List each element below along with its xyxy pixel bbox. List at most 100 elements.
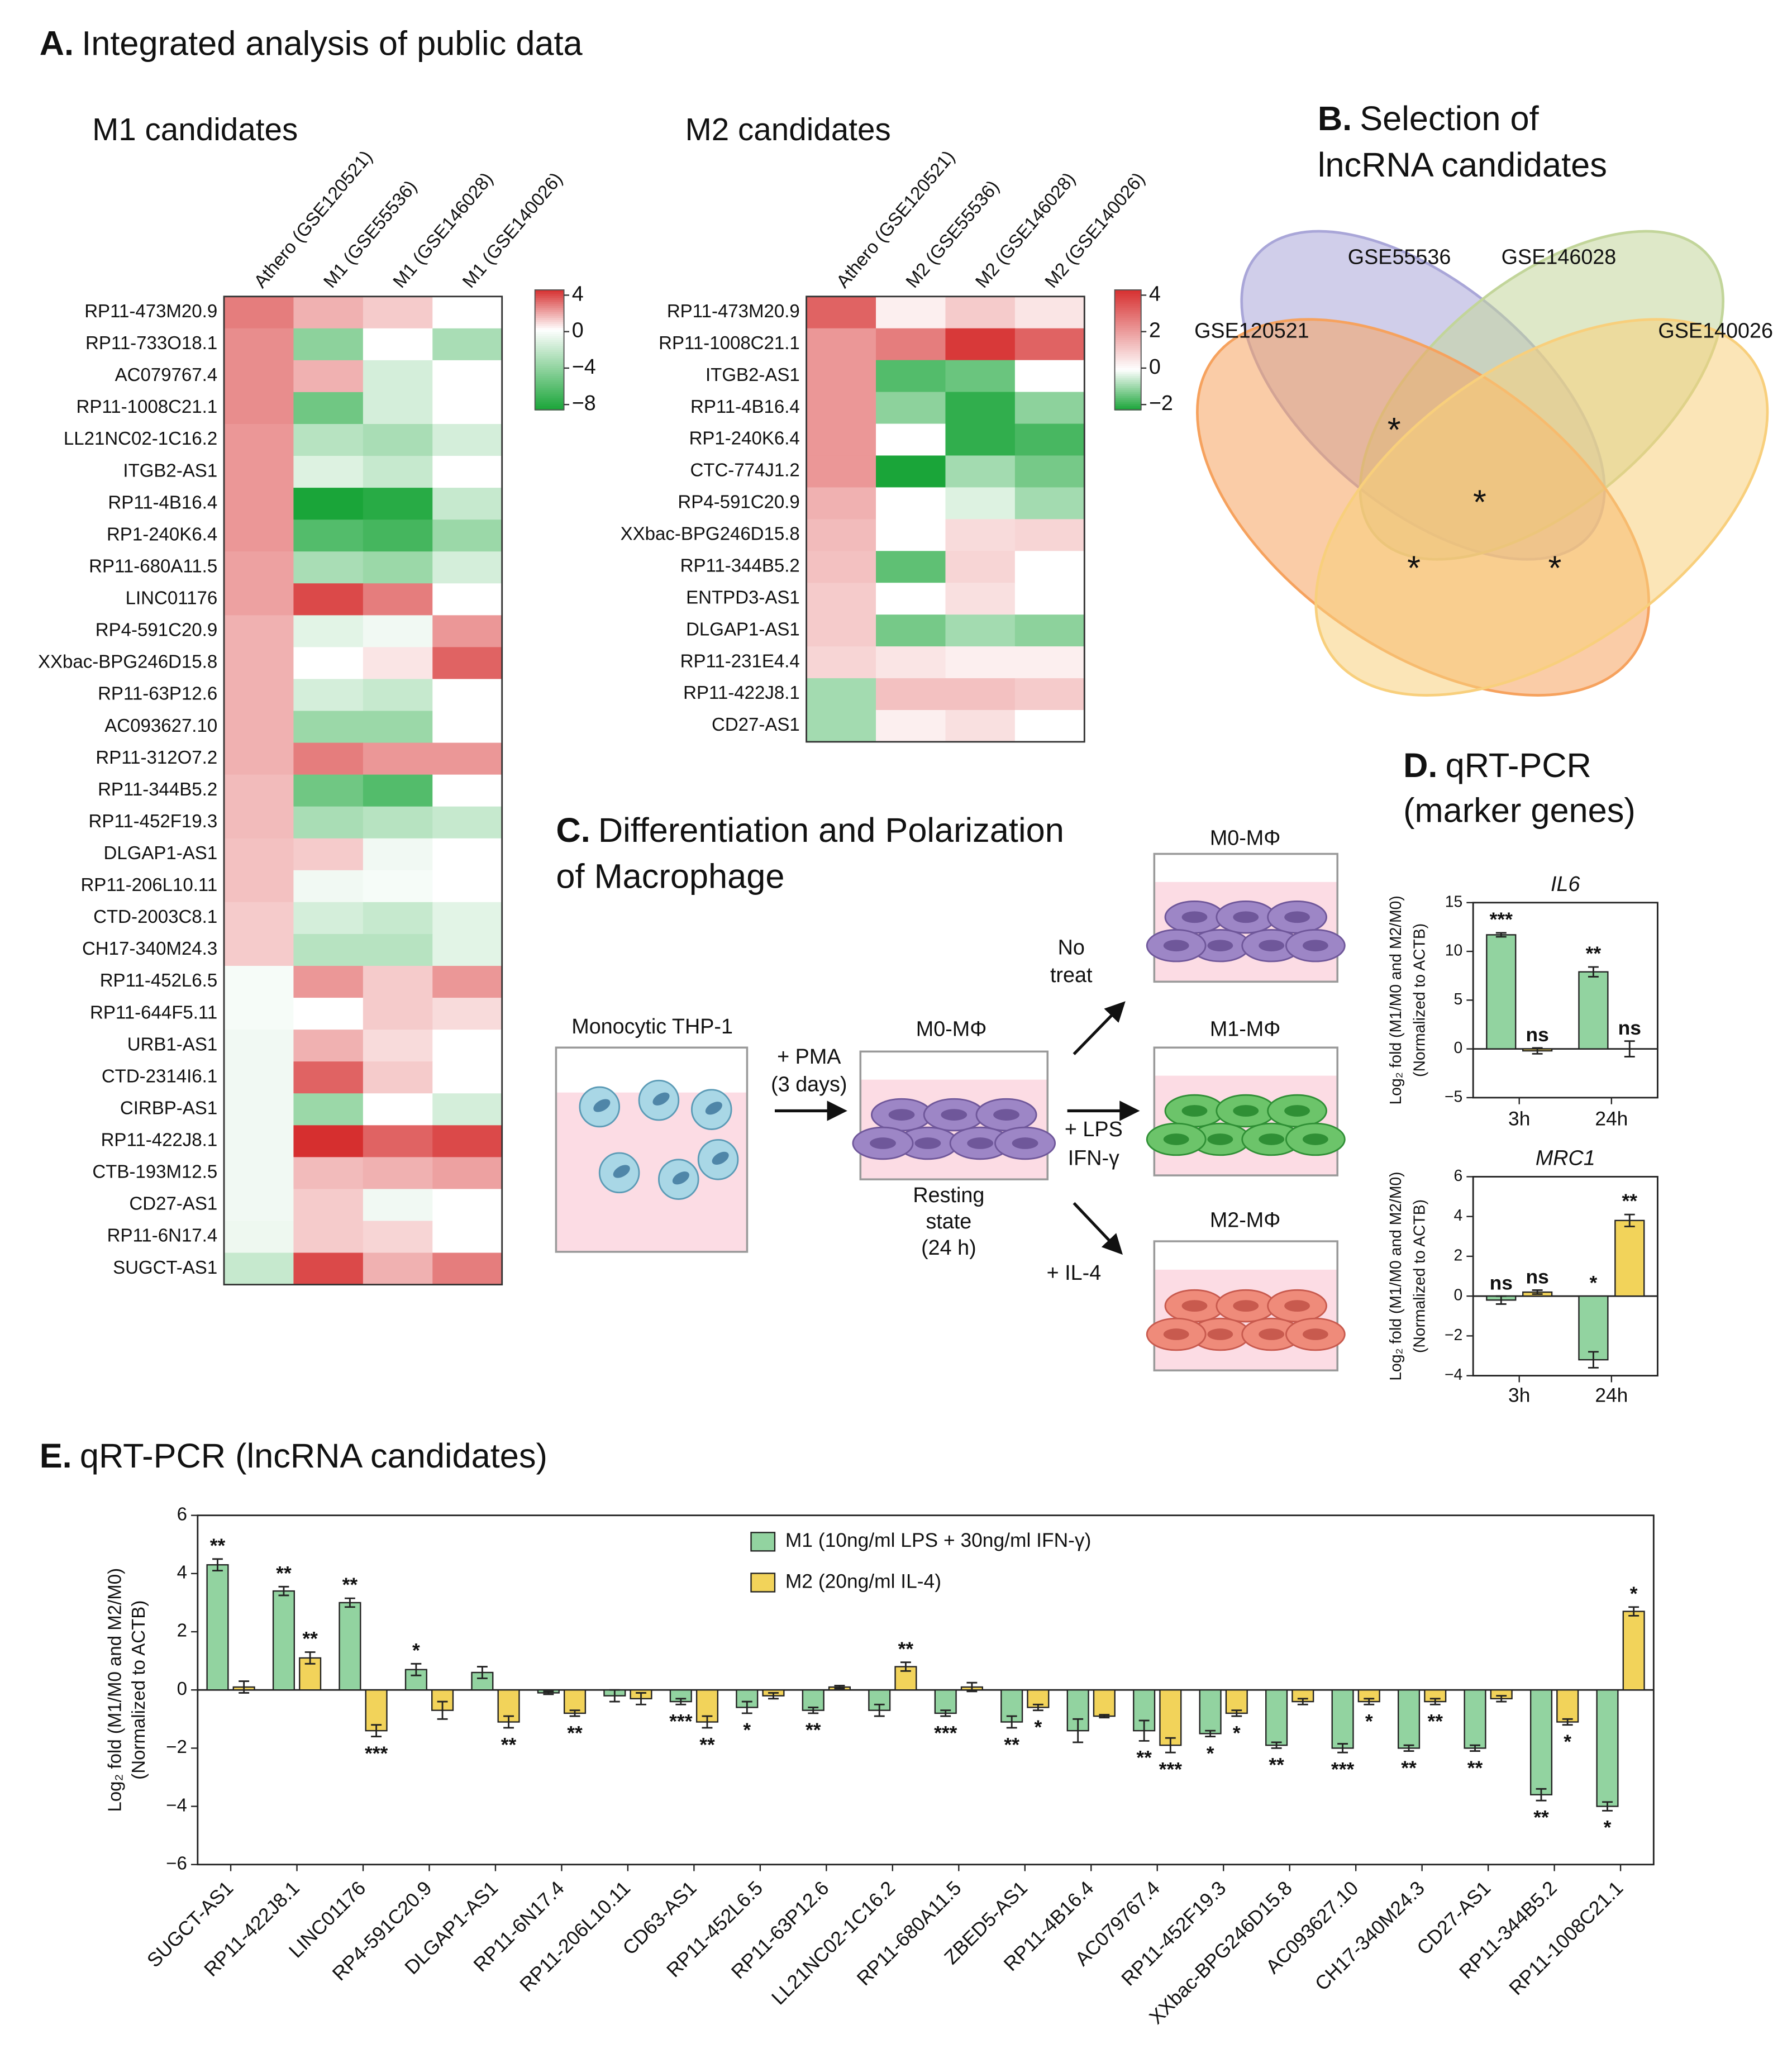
colorbar-slice (535, 382, 564, 385)
bar (1486, 934, 1517, 1050)
beaker (555, 1046, 749, 1253)
beaker (859, 1050, 1049, 1180)
heatmap-cell (224, 774, 294, 807)
heatmap-cell (806, 392, 876, 425)
heatmap-cell (1014, 360, 1085, 393)
nucleus (1302, 1133, 1328, 1145)
error-bar (476, 1666, 488, 1679)
nucleus (1181, 911, 1208, 923)
bar (1159, 1689, 1182, 1746)
heatmap-cell (293, 902, 364, 935)
colorbar-slice (1114, 292, 1141, 295)
error-bar (1165, 1737, 1176, 1754)
heatmap-cell (293, 679, 364, 712)
nucleus (1302, 940, 1328, 952)
colorbar-tick-label: 4 (1149, 282, 1161, 305)
colorbar-slice (1114, 308, 1141, 311)
colorbar-slice (1114, 303, 1141, 307)
significance: ** (898, 1638, 914, 1660)
heatmap-cell (876, 709, 946, 742)
row-label: AC079767.4 (115, 364, 218, 385)
panel-title-text: Integrated analysis of public data (82, 24, 583, 63)
colorbar-slice (1114, 336, 1141, 339)
row-label: RP11-644F5.11 (90, 1002, 217, 1022)
row-label: RP11-4B16.4 (690, 396, 800, 417)
error-bar (636, 1692, 646, 1705)
heatmap-cell (224, 679, 294, 712)
heatmap-cell (224, 742, 294, 775)
nucleus (941, 1109, 968, 1121)
colorbar-slice (535, 354, 564, 357)
heatmap-cell (876, 455, 946, 488)
colorbar-tick-label: −2 (1149, 391, 1173, 414)
colorbar-slice (1114, 296, 1141, 299)
significance: *** (1490, 909, 1513, 931)
colorbar-slice (1114, 341, 1141, 345)
heatmap-cell (432, 456, 503, 489)
row-label: CTD-2003C8.1 (93, 906, 217, 927)
colorbar-slice (535, 294, 564, 297)
label: + PMA (777, 1045, 841, 1068)
bar (339, 1602, 361, 1691)
colorbar-slice (535, 347, 564, 351)
colorbar-slice (1114, 374, 1141, 377)
colorbar-slice (535, 350, 564, 353)
error-bar (1496, 1695, 1507, 1703)
row-label: CD27-AS1 (129, 1193, 217, 1214)
colorbar-slice (535, 392, 564, 395)
significance: ** (806, 1719, 821, 1741)
colorbar-slice (1114, 347, 1141, 351)
error-bar (808, 1707, 819, 1714)
colorbar-slice (535, 322, 564, 325)
colorbar-slice (1114, 330, 1141, 333)
bar (1622, 1611, 1645, 1691)
error-bar (1073, 1718, 1084, 1743)
row-label: RP11-1008C21.1 (659, 332, 800, 353)
colorbar-slice (535, 389, 564, 393)
nucleus (1284, 1300, 1310, 1312)
heatmap-cell (224, 1252, 294, 1285)
heatmap-cell (432, 423, 503, 456)
colorbar-slice (535, 306, 564, 309)
row-label: RP1-240K6.4 (689, 428, 800, 449)
significance: ** (1467, 1757, 1483, 1779)
heatmap-cell (1014, 551, 1085, 584)
heatmap-cell (432, 551, 503, 584)
heatmap-cell (293, 1125, 364, 1158)
heatmap-cell (432, 1221, 503, 1254)
colorbar-slice (535, 396, 564, 399)
heatmap-cell (945, 583, 1016, 616)
panel-letter: E. (40, 1436, 72, 1475)
colorbar-slice (535, 341, 564, 345)
row-label: RP11-422J8.1 (683, 682, 800, 703)
colorbar-slice (535, 358, 564, 361)
heatmap-cell (432, 774, 503, 807)
significance: * (1590, 1272, 1598, 1294)
colorbar-slice (1114, 364, 1141, 367)
row-label: RP11-733O18.1 (85, 332, 217, 353)
x-tick-label: RP11-1008C21.1 (1505, 1877, 1627, 1999)
row-label: ITGB2-AS1 (706, 364, 800, 385)
colorbar-slice (535, 406, 564, 409)
row-label: RP11-422J8.1 (101, 1130, 218, 1150)
nucleus (1233, 1300, 1259, 1312)
x-tick-label: 24h (1595, 1108, 1628, 1130)
error-bar (874, 1703, 885, 1717)
y-axis-label: (Normalized to ACTB) (1410, 923, 1428, 1077)
colorbar-frame (534, 289, 565, 411)
y-axis-label: Log₂ fold (M1/M0 and M2/M0) (104, 1568, 125, 1812)
heatmap-cell (224, 870, 294, 903)
label: treat (1050, 963, 1093, 987)
heatmap-cell (363, 1189, 433, 1222)
heatmap-cell (224, 838, 294, 871)
heatmap-cell (224, 1221, 294, 1254)
significance: ** (1427, 1711, 1443, 1733)
bar (272, 1590, 296, 1691)
heatmap-cell (363, 392, 433, 425)
heatmap-cell (224, 933, 294, 966)
significance: * (1630, 1583, 1638, 1605)
diagram-labels: Monocytic THP-1 + PMA (3 days) M0-MΦ Res… (571, 826, 1280, 1284)
colorbar-slice (1114, 389, 1141, 393)
row-label: SUGCT-AS1 (113, 1257, 217, 1278)
column-label: Athero (GSE120521) (250, 146, 376, 292)
